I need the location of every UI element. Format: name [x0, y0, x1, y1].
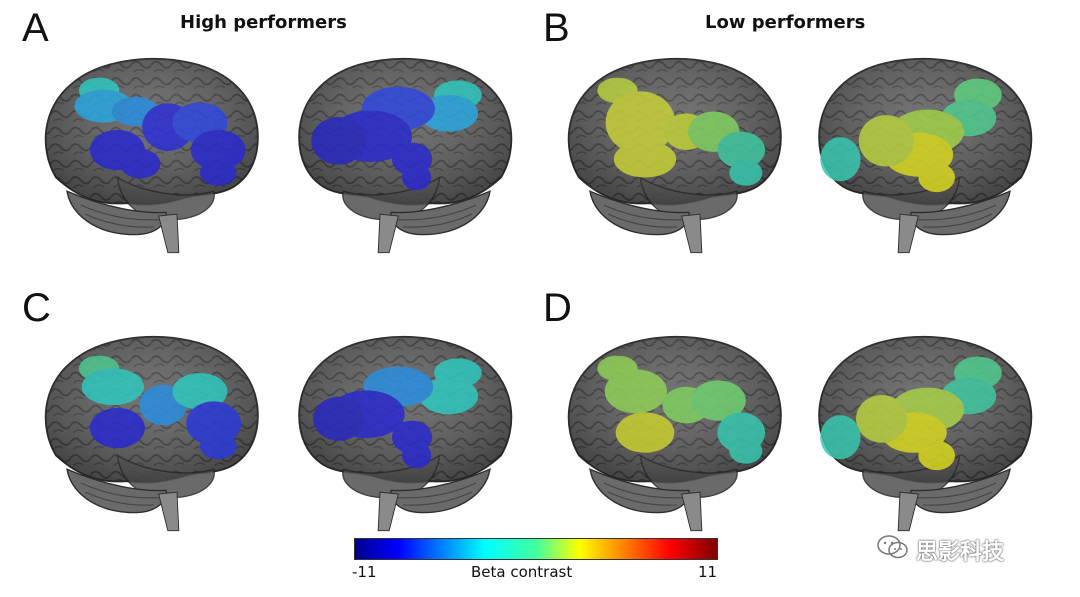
panel-letter-b: B — [543, 6, 570, 50]
panel-letter-a: A — [22, 6, 49, 50]
colorbar — [354, 538, 718, 560]
brain-a-right-hemisphere — [280, 40, 535, 260]
brain-b-left-hemisphere — [545, 40, 800, 260]
watermark-text: 思影科技 — [916, 540, 1005, 565]
brain-b-right-hemisphere — [800, 40, 1055, 260]
panel-letter-d: D — [543, 286, 572, 330]
title-high-performers: High performers — [180, 12, 347, 33]
watermark: 思影科技 — [876, 534, 1004, 566]
brain-c-right-hemisphere — [280, 318, 535, 538]
brain-c-left-hemisphere — [22, 318, 277, 538]
colorbar-max-label: 11 — [698, 563, 718, 581]
brain-a-left-hemisphere — [22, 40, 277, 260]
colorbar-min-label: -11 — [352, 563, 377, 581]
wechat-icon — [876, 534, 910, 566]
brain-d-left-hemisphere — [545, 318, 800, 538]
colorbar-title: Beta contrast — [471, 563, 573, 581]
title-low-performers: Low performers — [705, 12, 866, 33]
panel-letter-c: C — [22, 286, 51, 330]
brain-d-right-hemisphere — [800, 318, 1055, 538]
